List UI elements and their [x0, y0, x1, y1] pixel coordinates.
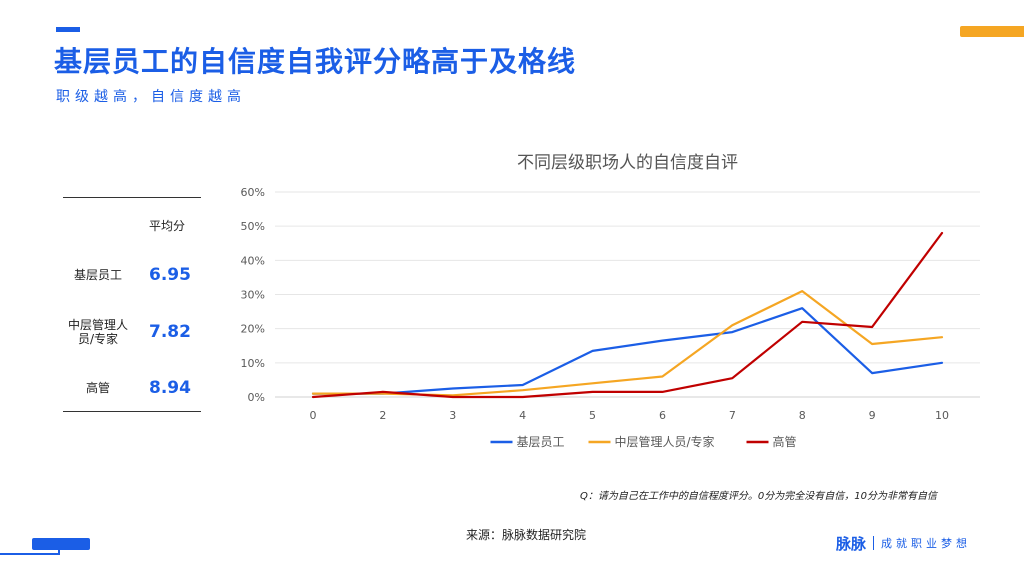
legend-label: 基层员工 — [517, 435, 565, 449]
title-accent-bar — [56, 27, 80, 32]
y-tick-label: 50% — [241, 220, 265, 233]
brand-divider — [873, 536, 875, 550]
corner-accent-bar — [960, 26, 1024, 37]
x-tick-label: 5 — [589, 409, 596, 422]
score-row-value: 7.82 — [149, 322, 191, 342]
page-subtitle: 职级越高，自信度越高 — [56, 89, 246, 105]
y-tick-label: 10% — [241, 357, 265, 370]
score-column-header: 平均分 — [149, 219, 186, 233]
score-row-label: 基层员工 — [73, 268, 122, 282]
series-line — [311, 231, 944, 399]
page-title: 基层员工的自信度自我评分略高于及格线 — [54, 45, 577, 78]
chart-title: 不同层级职场人的自信度自评 — [517, 153, 738, 173]
score-row-value: 8.94 — [149, 378, 191, 398]
y-tick-label: 0% — [248, 391, 265, 404]
y-tick-label: 60% — [241, 186, 265, 199]
footer-accent-line — [0, 552, 60, 555]
x-tick-label: 2 — [379, 409, 386, 422]
survey-question-note: Q：请为自己在工作中的自信程度评分。0分为完全没有自信，10分为非常有自信 — [580, 491, 937, 502]
footer-accent-bar — [32, 538, 90, 550]
score-row-value: 6.95 — [149, 265, 191, 285]
x-tick-label: 0 — [310, 409, 317, 422]
score-row: 高管 8.94 — [63, 368, 201, 408]
x-tick-label: 4 — [519, 409, 526, 422]
y-tick-label: 20% — [241, 323, 265, 336]
brand-slogan: 成就职业梦想 — [881, 537, 972, 550]
brand-footer: 脉脉 成就职业梦想 — [836, 533, 971, 553]
series-line — [311, 307, 944, 395]
score-row-label: 高管 — [85, 381, 110, 395]
score-row: 基层员工 6.95 — [63, 255, 201, 295]
average-score-table: 平均分 基层员工 6.95 中层管理人员/专家 7.82 高管 8.94 — [63, 197, 201, 412]
legend-label: 高管 — [773, 434, 797, 449]
x-tick-label: 8 — [799, 409, 806, 422]
brand-logo: 脉脉 — [836, 534, 867, 553]
footer-accent-tick — [58, 544, 60, 555]
series-line — [311, 290, 944, 397]
legend-label: 中层管理人员/专家 — [615, 434, 715, 449]
data-source: 来源：脉脉数据研究院 — [466, 528, 587, 542]
score-row: 中层管理人员/专家 7.82 — [63, 312, 201, 352]
x-tick-label: 10 — [935, 409, 949, 422]
confidence-line-chart: 不同层级职场人的自信度自评 0% 10% 20% 30% 40% 50% 60% 0 2 3 4 5 6 7… — [241, 153, 980, 449]
x-tick-label: 6 — [659, 409, 666, 422]
x-tick-label: 9 — [869, 409, 876, 422]
y-tick-label: 40% — [241, 254, 265, 267]
score-row-label: 中层管理人员/专家 — [67, 318, 128, 346]
y-tick-label: 30% — [241, 289, 265, 302]
x-tick-label: 3 — [449, 409, 456, 422]
x-tick-label: 7 — [729, 409, 736, 422]
